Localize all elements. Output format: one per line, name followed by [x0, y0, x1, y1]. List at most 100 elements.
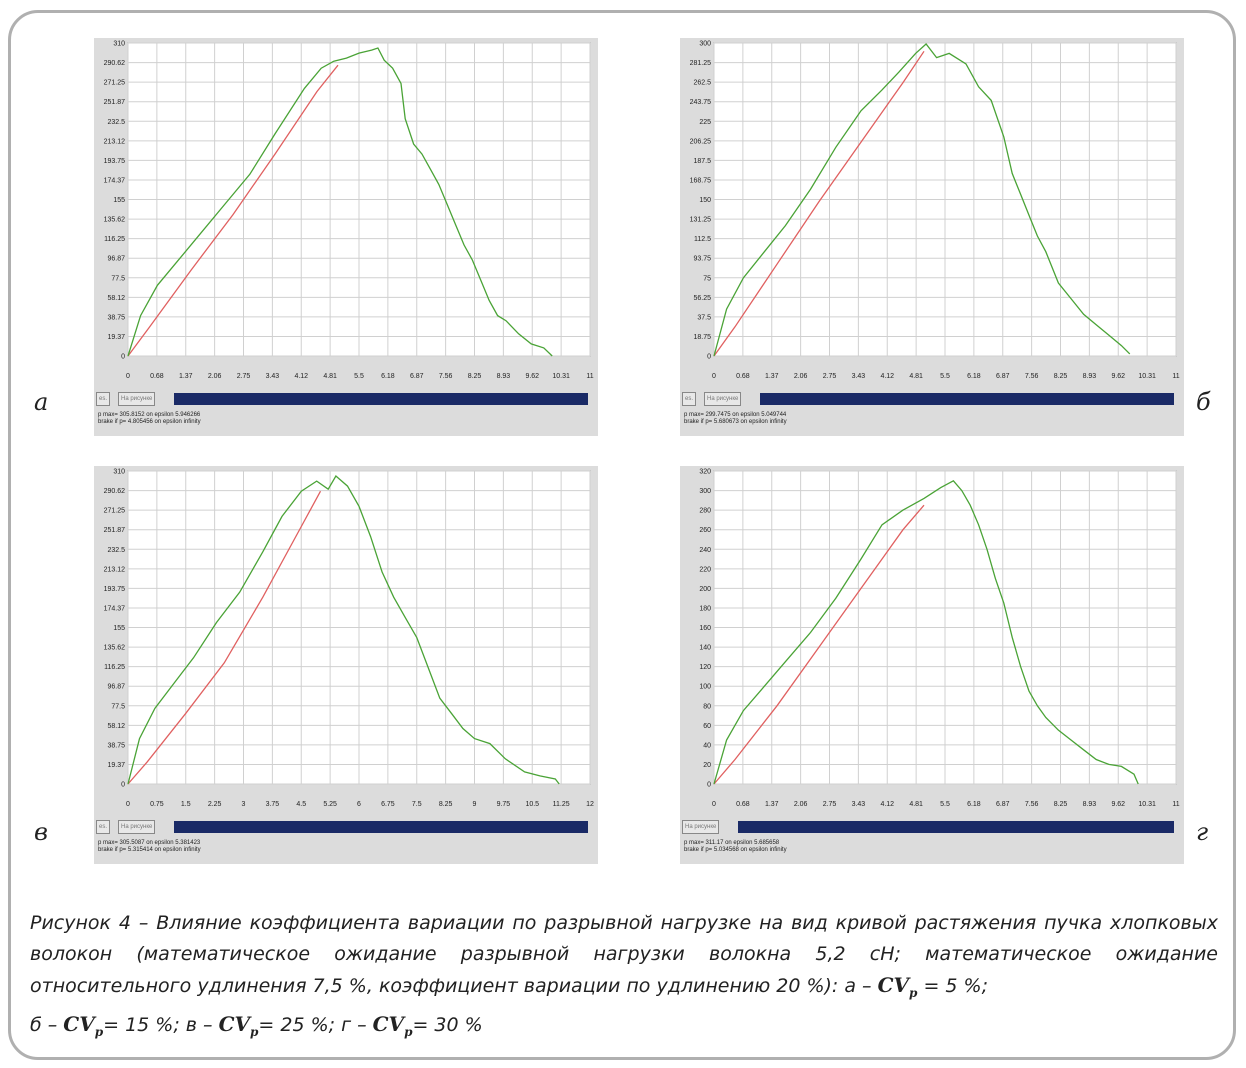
- x-tick-label: 8.93: [1083, 373, 1097, 380]
- y-tick-label: 75: [703, 275, 711, 282]
- y-tick-label: 310: [113, 41, 125, 48]
- x-tick-label: 6.87: [996, 373, 1010, 380]
- aux-button[interactable]: es.: [96, 820, 111, 834]
- y-tick-label: 262.5: [693, 80, 711, 87]
- status-text: p max= 305.8152 on epsilon 5.946266: [98, 412, 201, 418]
- y-tick-label: 240: [699, 547, 711, 554]
- x-tick-label: 1.5: [181, 801, 191, 808]
- y-tick-label: 193.75: [104, 158, 126, 165]
- y-tick-label: 19.37: [107, 762, 125, 769]
- y-tick-label: 56.25: [693, 295, 711, 302]
- x-tick-label: 2.75: [237, 373, 251, 380]
- cv-subscript: р: [909, 985, 918, 1000]
- chart-svg: 0 19.37 38.75 58.12 77.5 96.87 116.25 135.62 155…: [104, 41, 594, 381]
- y-tick-label: 116.25: [104, 236, 125, 243]
- panel-letter: б: [1196, 388, 1211, 416]
- y-tick-label: 40: [703, 742, 711, 749]
- y-tick-label: 77.5: [111, 275, 125, 282]
- x-tick-label: 5.5: [940, 801, 950, 808]
- y-tick-label: 0: [121, 354, 125, 361]
- y-tick-label: 271.25: [104, 508, 126, 515]
- caption-part: = 25 %; г –: [258, 1013, 373, 1036]
- draw-button[interactable]: На рисунке: [118, 392, 156, 406]
- x-tick-label: 6.87: [410, 373, 424, 380]
- y-tick-label: 271.25: [104, 80, 126, 87]
- y-tick-label: 160: [699, 625, 711, 632]
- x-tick-label: 2.25: [208, 801, 222, 808]
- y-tick-label: 38.75: [107, 742, 125, 749]
- x-tick-label: 8.25: [1054, 801, 1068, 808]
- x-tick-label: 0: [126, 373, 130, 380]
- figure-caption: Рисунок 4 – Влияние коэффициента вариаци…: [30, 908, 1218, 1048]
- y-tick-label: 174.37: [104, 605, 126, 612]
- y-tick-label: 80: [703, 703, 711, 710]
- cv-symbol: CV: [372, 1011, 405, 1036]
- y-tick-label: 243.75: [690, 99, 712, 106]
- x-tick-label: 5.25: [323, 801, 337, 808]
- y-tick-label: 280: [699, 508, 711, 515]
- x-tick-label: 4.12: [880, 373, 894, 380]
- panel-letter: а: [34, 388, 49, 416]
- y-tick-label: 140: [699, 645, 711, 652]
- y-tick-label: 251.87: [104, 99, 126, 106]
- draw-button[interactable]: На рисунке: [682, 820, 720, 834]
- aux-button[interactable]: es.: [682, 392, 697, 406]
- x-tick-label: 4.81: [909, 373, 923, 380]
- x-tick-label: 0.68: [150, 373, 164, 380]
- chart-svg: 0 19.37 38.75 58.12 77.5 96.87 116.25 135.62 155…: [104, 469, 594, 809]
- y-tick-label: 131.25: [690, 217, 712, 224]
- x-tick-label: 1.37: [765, 373, 779, 380]
- y-tick-label: 38.75: [107, 314, 125, 321]
- y-tick-label: 100: [699, 684, 711, 691]
- y-tick-label: 20: [703, 762, 711, 769]
- series-line: [713, 43, 1131, 357]
- y-tick-label: 93.75: [693, 256, 711, 263]
- series-line: [713, 504, 925, 785]
- x-tick-label: 8.25: [1054, 373, 1068, 380]
- y-tick-label: 213.12: [104, 138, 126, 145]
- x-tick-label: 0.68: [736, 373, 750, 380]
- y-tick-label: 232.5: [107, 547, 125, 554]
- x-tick-label: 4.81: [323, 373, 337, 380]
- y-tick-label: 213.12: [104, 566, 126, 573]
- y-tick-label: 290.62: [104, 488, 126, 495]
- panel-letter: г: [1196, 818, 1209, 846]
- status-text: brake if p= 5.034568 on epsilon infinity: [684, 847, 787, 853]
- x-tick-label: 9.62: [1111, 801, 1125, 808]
- x-tick-label: 7.56: [439, 373, 453, 380]
- aux-button[interactable]: es.: [96, 392, 111, 406]
- x-tick-label: 1.37: [179, 373, 193, 380]
- x-tick-label: 0: [126, 801, 130, 808]
- x-tick-label: 11.25: [553, 801, 570, 808]
- x-tick-label: 2.06: [794, 373, 808, 380]
- x-tick-label: 3.43: [852, 801, 866, 808]
- x-tick-label: 8.25: [468, 373, 482, 380]
- draw-button[interactable]: На рисунке: [704, 392, 742, 406]
- series-line: [127, 474, 560, 785]
- draw-button[interactable]: На рисунке: [118, 820, 156, 834]
- x-tick-label: 9.62: [525, 373, 539, 380]
- y-tick-label: 19.37: [107, 334, 125, 341]
- progress-bar: [738, 821, 1174, 833]
- y-tick-label: 251.87: [104, 527, 126, 534]
- x-tick-label: 10.31: [552, 373, 570, 380]
- y-tick-label: 225: [699, 119, 711, 126]
- status-text: p max= 305.5087 on epsilon 5.381423: [98, 840, 201, 846]
- x-tick-label: 9.62: [1111, 373, 1125, 380]
- x-tick-label: 4.12: [880, 801, 894, 808]
- cv-subscript: р: [404, 1024, 413, 1039]
- status-text: brake if p= 5.680673 on epsilon infinity: [684, 419, 787, 425]
- chart-panel: 0 19.37 38.75 58.12 77.5 96.87 116.25 135.62 155…: [94, 38, 598, 436]
- y-tick-label: 320: [699, 469, 711, 476]
- chart-svg: 0 18.75 37.5 56.25 75 93.75 112.5 131.25 150 168.…: [690, 41, 1180, 381]
- x-tick-label: 3: [242, 801, 246, 808]
- x-tick-label: 1.37: [765, 801, 779, 808]
- cv-subscript: р: [250, 1024, 259, 1039]
- y-tick-label: 187.5: [693, 158, 711, 165]
- caption-part: б –: [30, 1013, 64, 1036]
- y-tick-label: 168.75: [690, 177, 712, 184]
- x-tick-label: 5.5: [940, 373, 950, 380]
- x-tick-label: 0: [712, 801, 716, 808]
- progress-bar: [174, 393, 588, 405]
- x-tick-label: 4.12: [294, 373, 308, 380]
